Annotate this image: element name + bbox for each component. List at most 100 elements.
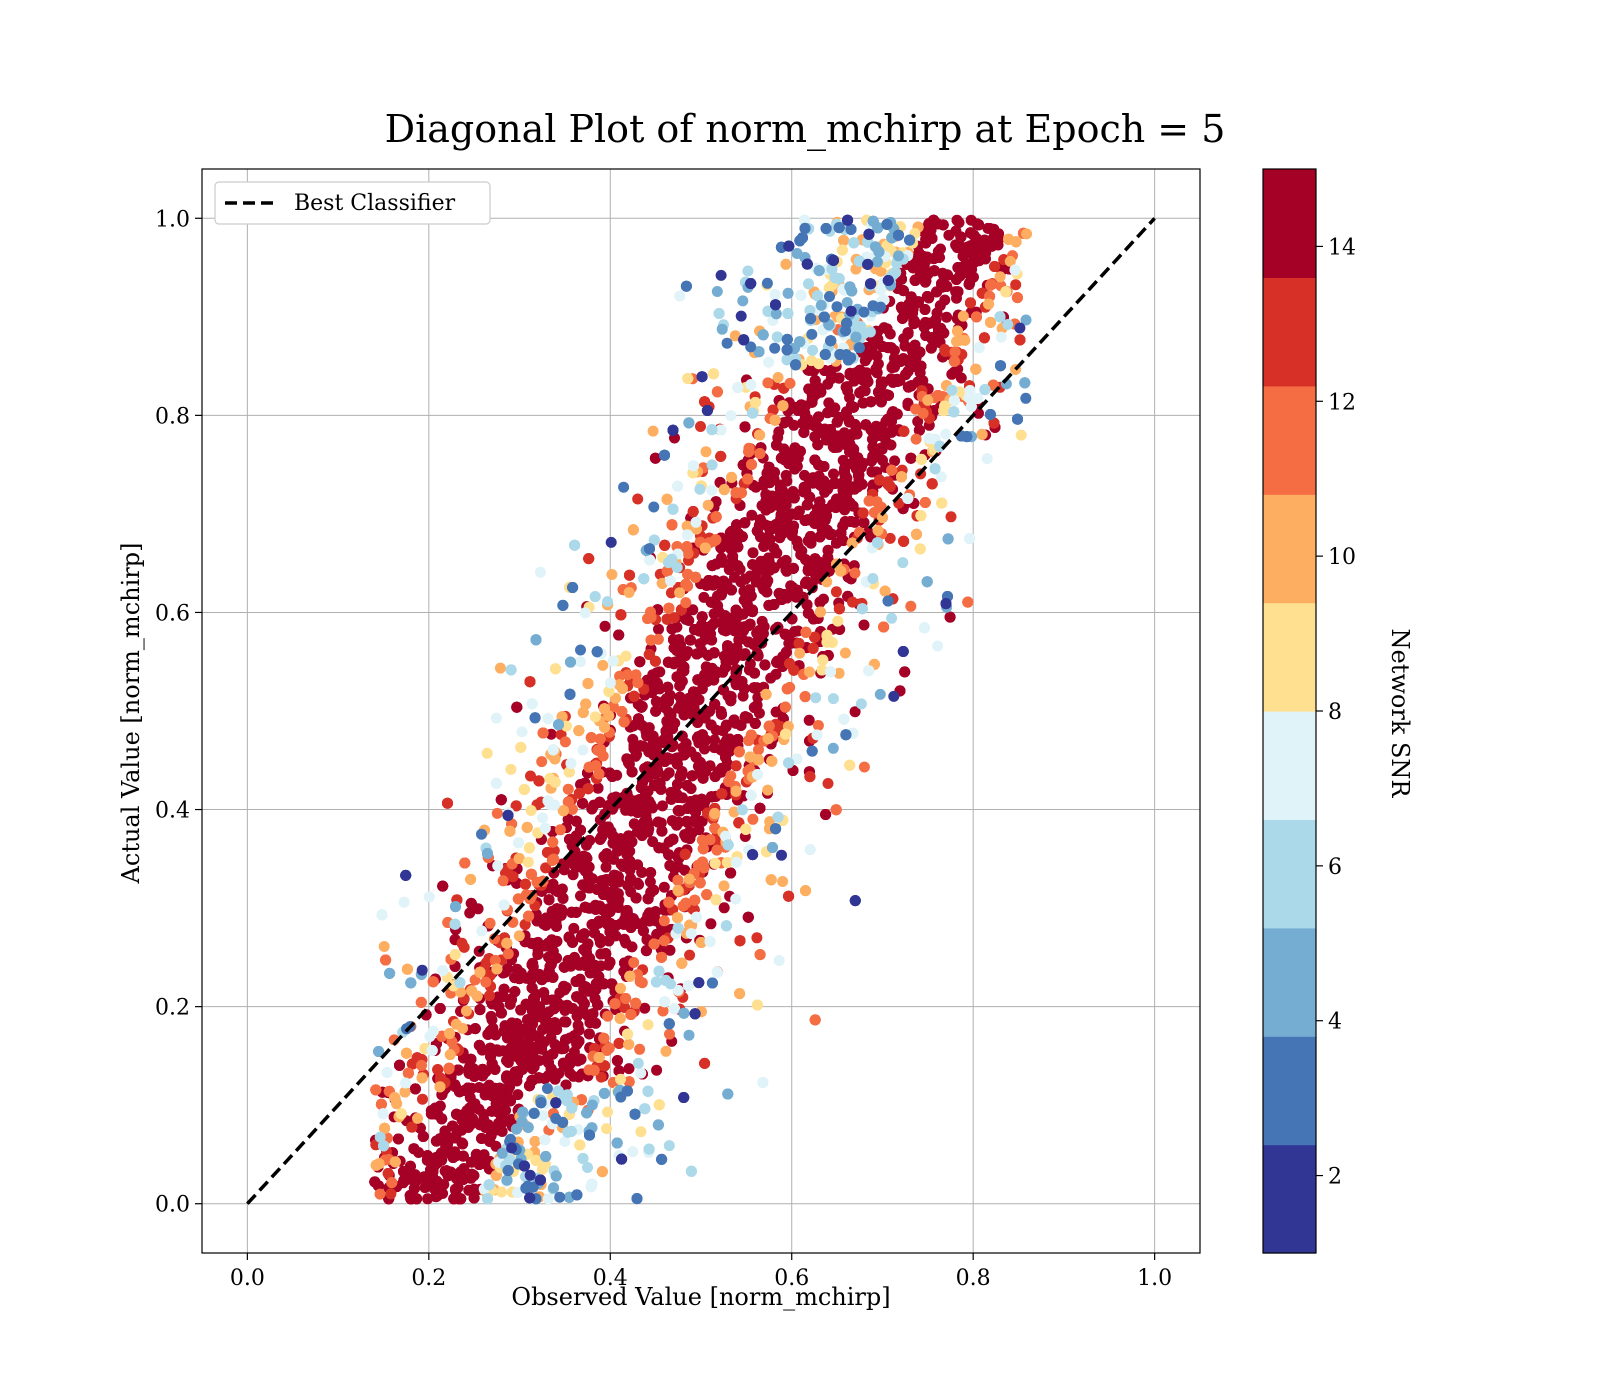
scatter-point — [696, 611, 708, 623]
scatter-point — [557, 892, 569, 904]
scatter-point — [692, 674, 704, 686]
scatter-point — [578, 944, 590, 955]
scatter-point — [848, 443, 860, 455]
scatter-point — [822, 544, 834, 556]
scatter-point — [663, 656, 675, 668]
scatter-point — [709, 734, 720, 746]
scatter-point — [519, 1023, 531, 1035]
scatter-point — [886, 424, 898, 435]
scatter-point — [658, 881, 670, 893]
scatter-point — [849, 706, 861, 718]
scatter-point — [590, 1017, 602, 1029]
x-tick-label: 0.8 — [956, 1266, 991, 1291]
scatter-point — [725, 867, 737, 879]
scatter-point — [574, 959, 585, 971]
scatter-point — [633, 879, 645, 890]
y-tick-label: 0.0 — [155, 1193, 190, 1218]
scatter-point — [905, 452, 917, 464]
scatter-point — [567, 1070, 579, 1082]
scatter-point — [785, 587, 797, 599]
scatter-point — [663, 767, 675, 779]
scatter-point — [760, 504, 772, 516]
scatter-point — [857, 397, 869, 409]
scatter-point — [609, 888, 621, 900]
scatter-point — [495, 794, 507, 806]
scatter-point — [756, 563, 768, 575]
scatter-point — [815, 386, 827, 398]
scatter-point — [451, 1108, 462, 1120]
scatter-point — [866, 466, 878, 478]
scatter-point — [484, 1042, 496, 1054]
scatter-point — [861, 367, 872, 379]
scatter-point — [558, 1042, 570, 1054]
scatter-point — [525, 974, 537, 986]
scatter-point — [655, 783, 667, 795]
scatter-point — [720, 751, 731, 763]
scatter-point — [731, 519, 743, 531]
scatter-point — [885, 342, 897, 354]
scatter-point — [647, 836, 659, 848]
scatter-point — [649, 452, 661, 464]
scatter-point — [730, 604, 742, 616]
scatter-point — [606, 771, 618, 782]
scatter-point — [820, 809, 832, 820]
scatter-point — [768, 542, 780, 554]
x-tick-label: 0.0 — [230, 1266, 265, 1291]
scatter-point — [685, 783, 697, 795]
scatter-point — [448, 1193, 460, 1205]
scatter-point — [805, 537, 817, 549]
scatter-point — [564, 833, 575, 845]
scatter-point — [758, 479, 769, 491]
scatter-point — [932, 218, 944, 230]
scatter-point — [578, 850, 590, 862]
scatter-point — [499, 1104, 511, 1116]
scatter-point — [739, 711, 751, 723]
scatter-point — [634, 656, 646, 668]
scatter-point — [739, 586, 751, 598]
scatter-point — [950, 286, 962, 298]
scatter-point — [656, 825, 668, 837]
scatter-point — [651, 1064, 663, 1076]
scatter-point — [814, 596, 826, 608]
scatter-point — [858, 619, 870, 631]
scatter-point — [630, 892, 642, 904]
scatter-point — [451, 1150, 462, 1161]
scatter-point — [592, 782, 604, 794]
scatter-point — [566, 906, 578, 918]
scatter-point — [778, 417, 790, 429]
scatter-point — [821, 503, 833, 515]
scatter-point — [780, 554, 792, 566]
scatter-point — [666, 623, 678, 635]
scatter-point — [572, 1019, 584, 1031]
scatter-point — [889, 455, 901, 467]
scatter-point — [839, 469, 851, 481]
scatter-point — [765, 672, 777, 684]
scatter-point — [394, 1059, 405, 1071]
scatter-point — [575, 1053, 587, 1065]
scatter-point — [437, 1188, 449, 1199]
scatter-point — [515, 1004, 527, 1016]
scatter-point — [872, 358, 884, 370]
scatter-point — [650, 705, 662, 717]
scatter-point — [720, 737, 731, 749]
scatter-point — [576, 929, 588, 941]
scatter-point — [490, 1029, 502, 1041]
scatter-point — [540, 994, 552, 1005]
scatter-point — [526, 982, 538, 994]
scatter-point — [556, 883, 568, 895]
scatter-point — [944, 611, 956, 623]
scatter-point — [674, 805, 686, 817]
scatter-point — [783, 630, 795, 641]
scatter-point — [943, 229, 955, 241]
scatter-point — [594, 796, 606, 808]
scatter-point — [562, 1059, 574, 1071]
scatter-point — [581, 1009, 593, 1021]
scatter-point — [734, 563, 746, 575]
scatter-point — [398, 1166, 409, 1177]
scatter-point — [671, 819, 683, 831]
scatter-point — [369, 1176, 381, 1188]
scatter-point — [545, 1063, 557, 1075]
scatter-point — [781, 475, 793, 487]
scatter-point — [708, 647, 720, 659]
